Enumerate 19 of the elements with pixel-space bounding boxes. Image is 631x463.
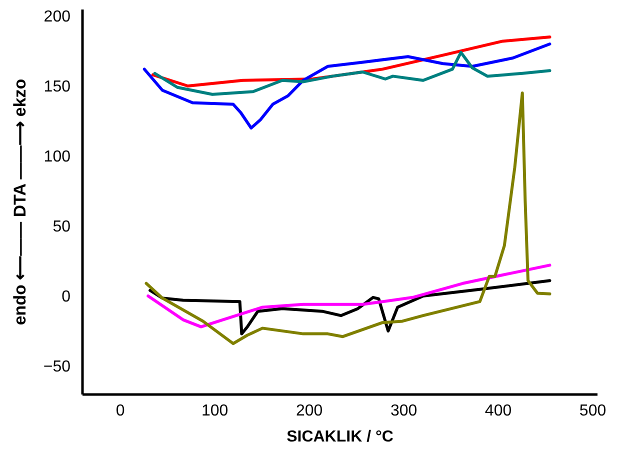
y-axis-title: endo ⟵—— DTA ——⟶ ekzo <box>10 78 30 326</box>
x-tick-label: 500 <box>579 402 606 420</box>
line-series <box>153 50 552 96</box>
x-tick-label: 400 <box>484 402 512 420</box>
x-tick-label: 0 <box>116 402 125 420</box>
x-tick-label: 200 <box>296 402 323 420</box>
y-tick-label: −50 <box>43 358 71 376</box>
line-series <box>146 264 552 328</box>
line-series <box>142 42 552 130</box>
line-series <box>148 279 552 336</box>
y-tick-label: 150 <box>44 78 71 96</box>
line-series <box>144 92 552 346</box>
y-tick-label: 100 <box>44 148 71 166</box>
x-axis-title: SICAKLIK / °C <box>286 428 394 446</box>
y-tick-label: 200 <box>44 8 71 26</box>
y-tick-label: 0 <box>62 288 71 306</box>
x-tick-label: 100 <box>201 402 228 420</box>
x-tick-label: 300 <box>390 402 418 420</box>
y-tick-label: 50 <box>52 218 71 236</box>
